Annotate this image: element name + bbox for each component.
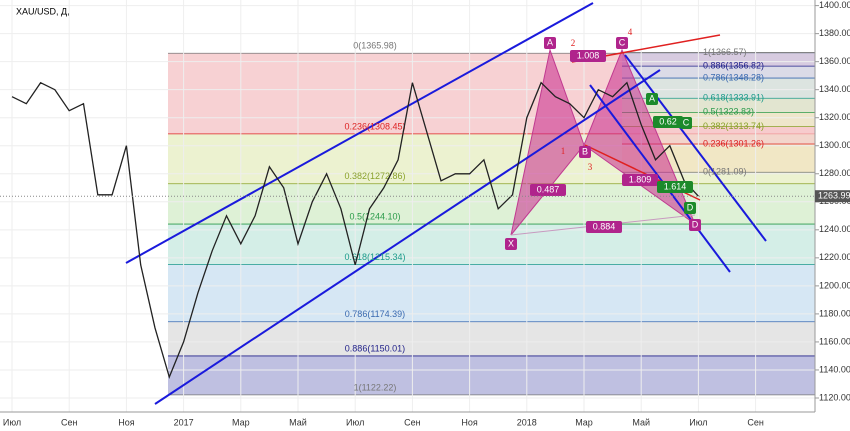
annotation-box (622, 174, 658, 186)
annotation: D (692, 219, 699, 229)
annotation: X (508, 238, 514, 248)
annotation: 1 (561, 146, 566, 156)
x-tick-label: Сен (404, 417, 421, 427)
fib-label: 0.886(1356.82) (703, 60, 764, 70)
trend-line (125, 2, 594, 264)
fib-label: 0.618(1215.34) (344, 252, 405, 262)
annotation-box (544, 37, 556, 49)
fib-label: 0.382(1272.86) (344, 171, 405, 181)
trend-line (589, 84, 731, 273)
chart-title: XAU/USD, Д, (16, 6, 70, 16)
annotation: 4 (628, 27, 633, 37)
trend-line (154, 69, 661, 405)
fib-label: 0.618(1333.91) (703, 93, 764, 103)
fib-label: 0.382(1313.74) (703, 121, 764, 131)
x-tick-label: Июл (346, 417, 364, 427)
x-tick-label: Мар (232, 417, 250, 427)
price-line (11, 81, 699, 379)
annotation: 1.614 (664, 181, 687, 191)
price-tag (815, 190, 850, 203)
annotation-box (530, 184, 566, 196)
y-tick-label: 1160.00 (819, 336, 850, 346)
annotation-box (586, 221, 622, 233)
fib-label: 0.786(1348.28) (703, 72, 764, 82)
y-tick-label: 1280.00 (819, 168, 850, 178)
fib-label: 0.236(1301.26) (703, 138, 764, 148)
x-tick-label: 2018 (517, 417, 537, 427)
x-tick-label: 2017 (174, 417, 194, 427)
annotation-box (646, 93, 658, 105)
fib-label: 0.886(1150.01) (345, 343, 405, 353)
fib-band (622, 52, 815, 67)
trend-line (624, 54, 767, 242)
fib-band (622, 126, 815, 144)
fib-label: 1(1366.57) (703, 47, 747, 57)
price-tag-label: 1263.99 (818, 191, 850, 201)
y-tick-label: 1120.00 (819, 392, 850, 402)
fib-band (168, 264, 815, 322)
x-tick-label: Ноя (118, 417, 135, 427)
annotation: A (649, 93, 655, 103)
annotation: C (683, 117, 690, 127)
annotation-box (680, 117, 692, 129)
y-tick-label: 1200.00 (819, 280, 850, 290)
y-tick-label: 1360.00 (819, 56, 850, 66)
fib-label: 0.5(1323.83) (703, 107, 754, 117)
annotation-box (570, 50, 606, 62)
y-tick-label: 1380.00 (819, 28, 850, 38)
y-tick-label: 1140.00 (819, 364, 850, 374)
annotation: 1.008 (577, 50, 600, 60)
harmonic-pattern (510, 48, 697, 236)
annotation-box (579, 146, 591, 158)
annotation: B (582, 146, 588, 156)
fib-label: 0(1365.98) (353, 41, 397, 51)
annotation: 0.487 (537, 184, 560, 194)
fib-label: 0.786(1174.39) (345, 309, 405, 319)
annotation-box (684, 202, 696, 214)
y-tick-label: 1320.00 (819, 112, 850, 122)
annotation: 0.62 (659, 116, 677, 126)
x-tick-label: Ноя (461, 417, 478, 427)
y-tick-label: 1340.00 (819, 84, 850, 94)
annotation-box (505, 238, 517, 250)
y-tick-label: 1220.00 (819, 252, 850, 262)
y-tick-label: 1300.00 (819, 140, 850, 150)
annotation: A (547, 37, 553, 47)
annotation-box (616, 37, 628, 49)
fib-band (622, 66, 815, 79)
y-tick-label: 1240.00 (819, 224, 850, 234)
annotation-box (653, 116, 683, 128)
annotation: 0.884 (593, 221, 616, 231)
annotation: D (687, 202, 694, 212)
x-tick-label: Мар (575, 417, 593, 427)
fib-band (168, 355, 815, 395)
y-tick-label: 1180.00 (819, 308, 850, 318)
fib-band (168, 321, 815, 356)
annotation-box (657, 181, 693, 193)
annotation: C (619, 37, 626, 47)
x-tick-label: Май (632, 417, 650, 427)
x-tick-label: Май (289, 417, 307, 427)
y-tick-label: 1400.00 (819, 0, 850, 10)
annotation: 3 (588, 162, 593, 172)
fib-label: 1(1122.22) (354, 382, 397, 392)
annotation-box (689, 219, 701, 231)
x-tick-label: Июл (3, 417, 21, 427)
fib-label: 0.236(1308.45) (344, 121, 405, 131)
x-tick-label: Июл (689, 417, 707, 427)
fib-band (622, 78, 815, 99)
x-tick-label: Сен (747, 417, 764, 427)
fib-label: 0(1281.09) (703, 167, 747, 177)
annotation: 1.809 (629, 174, 652, 184)
x-tick-label: Сен (61, 417, 78, 427)
price-axis (815, 0, 850, 431)
fib-label: 0.5(1244.10) (349, 211, 400, 221)
fib-band (622, 98, 815, 113)
fib-band (168, 183, 815, 225)
annotation: 2 (571, 38, 576, 48)
